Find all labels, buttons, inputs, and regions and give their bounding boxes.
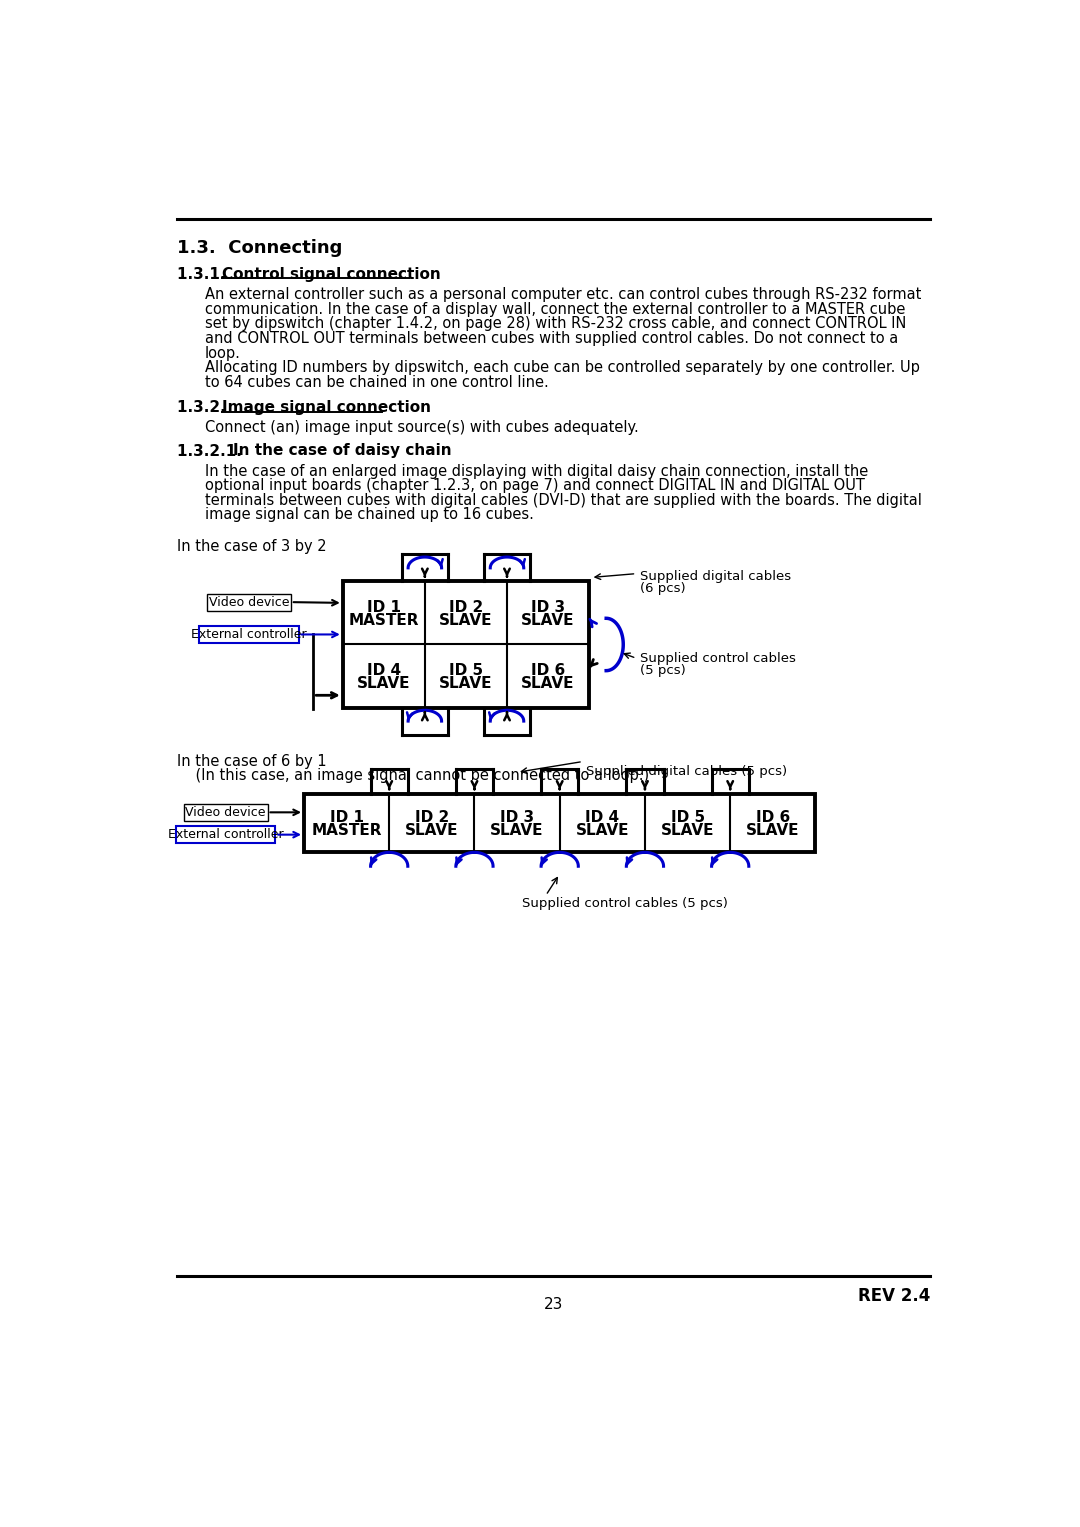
Text: ID 3: ID 3 [531, 600, 565, 615]
Text: and CONTROL OUT terminals between cubes with supplied control cables. Do not con: and CONTROL OUT terminals between cubes … [205, 331, 897, 347]
Text: Video device: Video device [186, 806, 266, 818]
Text: image signal can be chained up to 16 cubes.: image signal can be chained up to 16 cub… [205, 507, 534, 522]
Text: Image signal connection: Image signal connection [221, 400, 431, 415]
Text: ID 4: ID 4 [585, 811, 620, 825]
Text: 1.3.  Connecting: 1.3. Connecting [177, 238, 342, 257]
Text: SLAVE: SLAVE [440, 614, 492, 628]
Text: SLAVE: SLAVE [522, 614, 575, 628]
Text: loop.: loop. [205, 345, 241, 360]
Text: optional input boards (chapter 1.2.3, on page 7) and connect DIGITAL IN and DIGI: optional input boards (chapter 1.2.3, on… [205, 478, 865, 493]
Text: SLAVE: SLAVE [357, 676, 410, 692]
Text: 1.3.2.1.: 1.3.2.1. [177, 443, 253, 458]
Text: 1.3.1.: 1.3.1. [177, 267, 235, 282]
Bar [342, 582, 590, 707]
Bar [303, 794, 815, 852]
Text: REV 2.4: REV 2.4 [858, 1287, 930, 1304]
Bar [184, 803, 268, 822]
Text: ID 6: ID 6 [531, 663, 565, 678]
Text: Connect (an) image input source(s) with cubes adequately.: Connect (an) image input source(s) with … [205, 420, 638, 435]
Text: MASTER: MASTER [349, 614, 419, 628]
Text: Allocating ID numbers by dipswitch, each cube can be controlled separately by on: Allocating ID numbers by dipswitch, each… [205, 360, 920, 376]
Text: Video device: Video device [208, 596, 289, 609]
Text: SLAVE: SLAVE [576, 823, 629, 838]
Text: Supplied control cables (5 pcs): Supplied control cables (5 pcs) [523, 896, 728, 910]
Text: MASTER: MASTER [311, 823, 382, 838]
Text: In the case of daisy chain: In the case of daisy chain [232, 443, 451, 458]
Text: ID 6: ID 6 [756, 811, 789, 825]
Text: ID 1: ID 1 [329, 811, 364, 825]
Text: 1.3.2.: 1.3.2. [177, 400, 237, 415]
Text: SLAVE: SLAVE [405, 823, 459, 838]
Text: to 64 cubes can be chained in one control line.: to 64 cubes can be chained in one contro… [205, 376, 549, 389]
Text: SLAVE: SLAVE [490, 823, 544, 838]
Text: 23: 23 [544, 1298, 563, 1312]
Text: SLAVE: SLAVE [440, 676, 492, 692]
Text: ID 2: ID 2 [415, 811, 449, 825]
Text: Supplied digital cables: Supplied digital cables [639, 570, 791, 583]
Text: In the case of an enlarged image displaying with digital daisy chain connection,: In the case of an enlarged image display… [205, 464, 868, 478]
Text: An external controller such as a personal computer etc. can control cubes throug: An external controller such as a persona… [205, 287, 921, 302]
Bar [176, 826, 275, 843]
Text: ID 1: ID 1 [367, 600, 401, 615]
Text: Supplied control cables: Supplied control cables [639, 652, 795, 666]
Text: SLAVE: SLAVE [746, 823, 799, 838]
Text: SLAVE: SLAVE [661, 823, 714, 838]
Text: ID 5: ID 5 [671, 811, 704, 825]
Text: set by dipswitch (chapter 1.4.2, on page 28) with RS-232 cross cable, and connec: set by dipswitch (chapter 1.4.2, on page… [205, 316, 906, 331]
Bar [207, 594, 291, 611]
Text: communication. In the case of a display wall, connect the external controller to: communication. In the case of a display … [205, 302, 905, 316]
Text: ID 2: ID 2 [449, 600, 483, 615]
Text: SLAVE: SLAVE [522, 676, 575, 692]
Text: (5 pcs): (5 pcs) [639, 664, 686, 678]
Text: (In this case, an image signal cannot be connected to a loop.): (In this case, an image signal cannot be… [177, 768, 649, 783]
Text: ID 4: ID 4 [367, 663, 401, 678]
Text: External controller: External controller [191, 628, 307, 641]
Text: In the case of 3 by 2: In the case of 3 by 2 [177, 539, 326, 554]
Text: Control signal connection: Control signal connection [221, 267, 441, 282]
Text: In the case of 6 by 1: In the case of 6 by 1 [177, 754, 326, 768]
Text: terminals between cubes with digital cables (DVI-D) that are supplied with the b: terminals between cubes with digital cab… [205, 493, 921, 508]
Text: ID 5: ID 5 [449, 663, 483, 678]
Text: External controller: External controller [167, 828, 283, 841]
Bar [200, 626, 298, 643]
Text: ID 3: ID 3 [500, 811, 535, 825]
Text: (6 pcs): (6 pcs) [639, 582, 685, 596]
Text: Supplied digital cables (5 pcs): Supplied digital cables (5 pcs) [586, 765, 787, 777]
